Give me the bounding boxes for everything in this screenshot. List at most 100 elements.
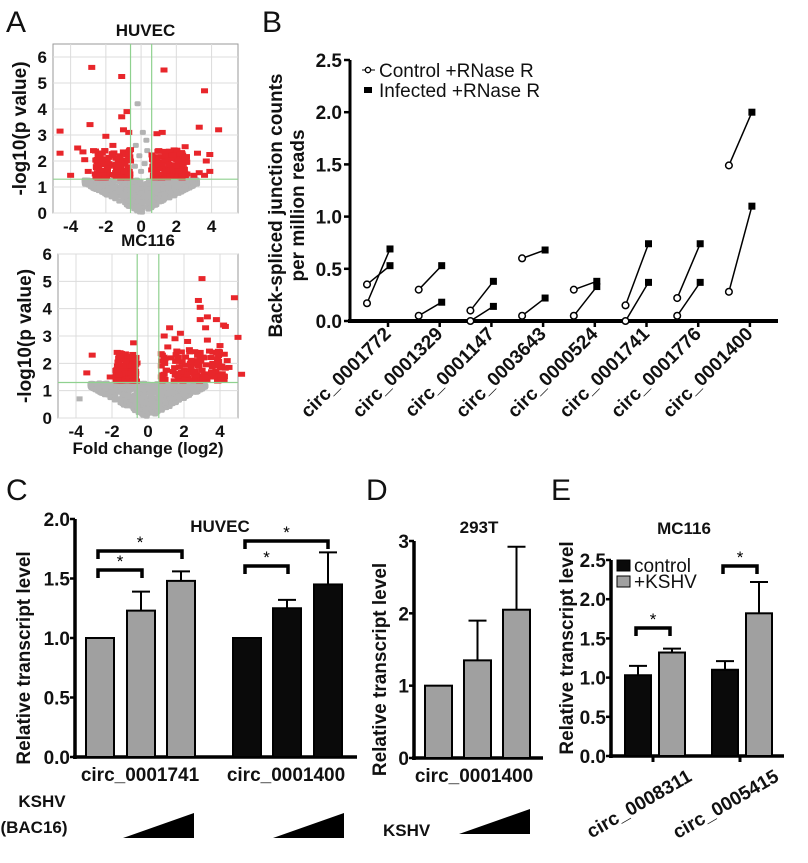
nonsignificant-point (105, 180, 112, 186)
treatment-label-line2: (BAC16) (0, 818, 67, 837)
significant-point (114, 167, 122, 173)
x-tick-label: circ_0001329 (349, 324, 448, 423)
nonsignificant-point (162, 400, 169, 406)
significant-point (184, 338, 192, 344)
nonsignificant-point (171, 180, 178, 186)
significant-point (127, 370, 135, 376)
significant-point (238, 371, 246, 377)
dose-gradient-wedge (459, 809, 530, 834)
significant-point (115, 162, 123, 168)
significant-point (112, 174, 120, 180)
significant-point (121, 174, 129, 180)
x-tick-label: -2 (98, 217, 113, 236)
nonsignificant-point (142, 400, 149, 406)
significant-point (202, 158, 210, 164)
significant-point (149, 174, 157, 180)
infected-point (696, 278, 704, 286)
significant-point (159, 375, 167, 381)
significant-point (120, 168, 128, 174)
x-tick-label: -4 (63, 217, 79, 236)
y-tick-label: 1.5 (580, 629, 607, 650)
nonsignificant-point (153, 202, 160, 208)
significant-point (178, 172, 186, 178)
nonsignificant-point (180, 186, 187, 192)
nonsignificant-point (140, 394, 147, 400)
control-point (466, 316, 475, 326)
significant-point (103, 165, 111, 171)
significant-point (217, 377, 225, 383)
pair-line (624, 243, 650, 306)
infected-point (489, 277, 497, 285)
y-tick-label: 0.0 (580, 747, 606, 768)
significant-point (208, 370, 216, 376)
significant-point (185, 377, 193, 383)
significant-point (56, 128, 64, 134)
nonsignificant-point (152, 400, 159, 406)
infected-point (438, 262, 446, 270)
chart-title: MC116 (657, 519, 711, 538)
control-point (518, 311, 527, 320)
infected-point (645, 240, 652, 248)
y-axis-title: -log10(p value) (15, 269, 36, 403)
nonsignificant-point (130, 179, 137, 185)
significant-point (121, 351, 129, 357)
y-tick-label: 0.0 (316, 312, 342, 333)
significant-point (126, 174, 134, 180)
significant-point (100, 162, 108, 168)
y-tick-label: 1.0 (316, 208, 342, 229)
significant-point (214, 348, 222, 354)
significant-point (177, 349, 185, 355)
legend-marker-control (364, 66, 372, 74)
significant-point (123, 109, 131, 115)
significant-point (152, 162, 160, 168)
bar (126, 609, 156, 758)
significant-point (203, 377, 211, 383)
significant-point (203, 337, 211, 343)
significance-star: * (650, 610, 657, 629)
significant-point (202, 362, 210, 368)
y-axis-title-line2: per million reads (288, 129, 309, 281)
x-category-label: circ_0001741 (81, 765, 200, 786)
significant-point (108, 153, 116, 159)
control-point (362, 280, 372, 289)
significant-point (176, 151, 184, 157)
y-tick-label: 2 (38, 152, 47, 171)
x-tick-label: circ_0001147 (401, 324, 499, 422)
significant-point (160, 67, 168, 73)
nonsignificant-point (172, 400, 179, 406)
nonsignificant-point (111, 393, 118, 399)
panel-letter-d: D (366, 474, 388, 507)
x-tick-label: 0 (136, 217, 145, 236)
significant-point (155, 148, 163, 154)
infected-point (386, 245, 394, 253)
significant-point (122, 355, 130, 361)
significance-bracket (243, 564, 290, 574)
significant-point (125, 376, 133, 382)
significant-point (157, 166, 165, 172)
significant-point (181, 144, 189, 150)
significant-point (121, 370, 129, 376)
infected-point (696, 240, 704, 248)
significant-point (169, 152, 177, 158)
x-tick-label: circ_0001400 (659, 324, 758, 423)
control-point (724, 161, 733, 170)
significant-point (161, 360, 169, 366)
significant-point (174, 354, 182, 360)
significant-point (92, 174, 100, 180)
significant-point (195, 363, 203, 369)
significant-point (118, 74, 126, 79)
significant-point (157, 351, 165, 357)
significant-point (161, 158, 169, 164)
significant-point (92, 157, 100, 163)
nonsignificant-point (120, 392, 127, 398)
y-tick-label: 5 (43, 272, 52, 291)
significant-point (221, 365, 229, 371)
control-point (673, 311, 682, 320)
nonsignificant-point (115, 189, 122, 195)
significant-point (203, 314, 211, 320)
nonsignificant-point (141, 161, 148, 167)
significant-point (125, 168, 133, 174)
control-point (673, 293, 682, 303)
x-tick-label: circ_0001772 (297, 324, 396, 423)
y-tick-label: 5 (38, 74, 47, 93)
